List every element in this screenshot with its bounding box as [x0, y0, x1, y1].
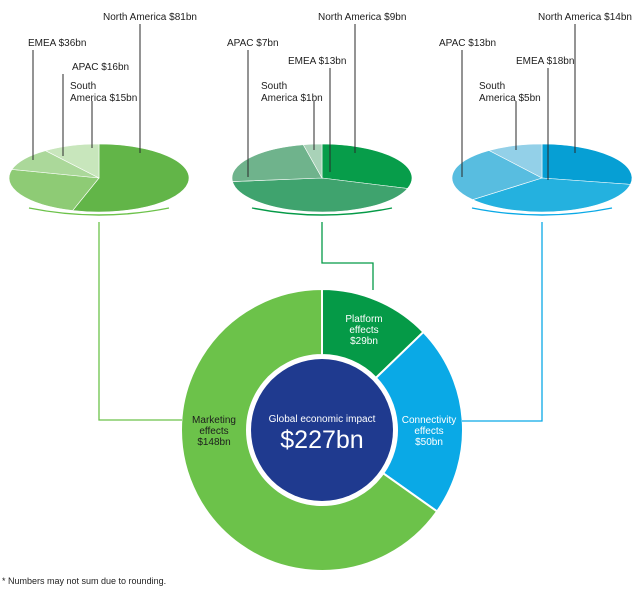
pie-slice-platform-south-america [302, 143, 323, 180]
bracket-marketing [28, 207, 170, 216]
donut-segment-connectivity [374, 330, 464, 513]
pie-slice-marketing-south-america [44, 143, 100, 179]
pie-label-platform-emea: EMEA $13bn [288, 56, 346, 67]
donut-label-platform: Platform effects $29bn [345, 314, 382, 347]
pie-label-connectivity-apac: APAC $13bn [439, 38, 496, 49]
footnote: * Numbers may not sum due to rounding. [2, 576, 167, 586]
donut-label-marketing: Marketing effects $148bn [192, 415, 236, 448]
pie-slice-connectivity-emea [471, 177, 631, 213]
connector-platform [321, 222, 374, 290]
pie-slice-marketing-emea [8, 169, 100, 211]
pie-slice-platform-north-america [321, 143, 413, 189]
bracket-platform [251, 207, 393, 216]
pie-label-connectivity-south-america: South America $5bn [479, 81, 541, 104]
pie-label-connectivity-emea: EMEA $18bn [516, 56, 574, 67]
pie-slice-platform-apac [231, 144, 323, 182]
pie-label-marketing-south-america: South America $15bn [70, 81, 137, 104]
pie-label-marketing-emea: EMEA $36bn [28, 38, 86, 49]
pie-slice-marketing-north-america [72, 143, 190, 213]
donut-label-connectivity: Connectivity effects $50bn [402, 415, 456, 448]
pie-slice-connectivity-south-america [488, 143, 543, 179]
center-value: $227bn [280, 426, 363, 454]
pie-slice-connectivity-north-america [541, 143, 633, 185]
pie-label-platform-north-america: North America $9bn [318, 12, 406, 23]
pie-label-platform-apac: APAC $7bn [227, 38, 279, 49]
pie-label-connectivity-north-america: North America $14bn [538, 12, 632, 23]
pie-slice-connectivity-apac [451, 150, 543, 200]
donut-segment-marketing [180, 287, 439, 572]
connector-connectivity [462, 222, 543, 422]
pie-label-marketing-apac: APAC $16bn [72, 62, 129, 73]
bracket-connectivity [471, 207, 613, 216]
pie-slice-platform-emea [232, 177, 409, 213]
connector-marketing [98, 222, 182, 421]
center-circle [251, 359, 393, 501]
pie-label-platform-south-america: South America $1bn [261, 81, 323, 104]
center-title: Global economic impact [269, 414, 376, 425]
pie-label-marketing-north-america: North America $81bn [103, 12, 197, 23]
